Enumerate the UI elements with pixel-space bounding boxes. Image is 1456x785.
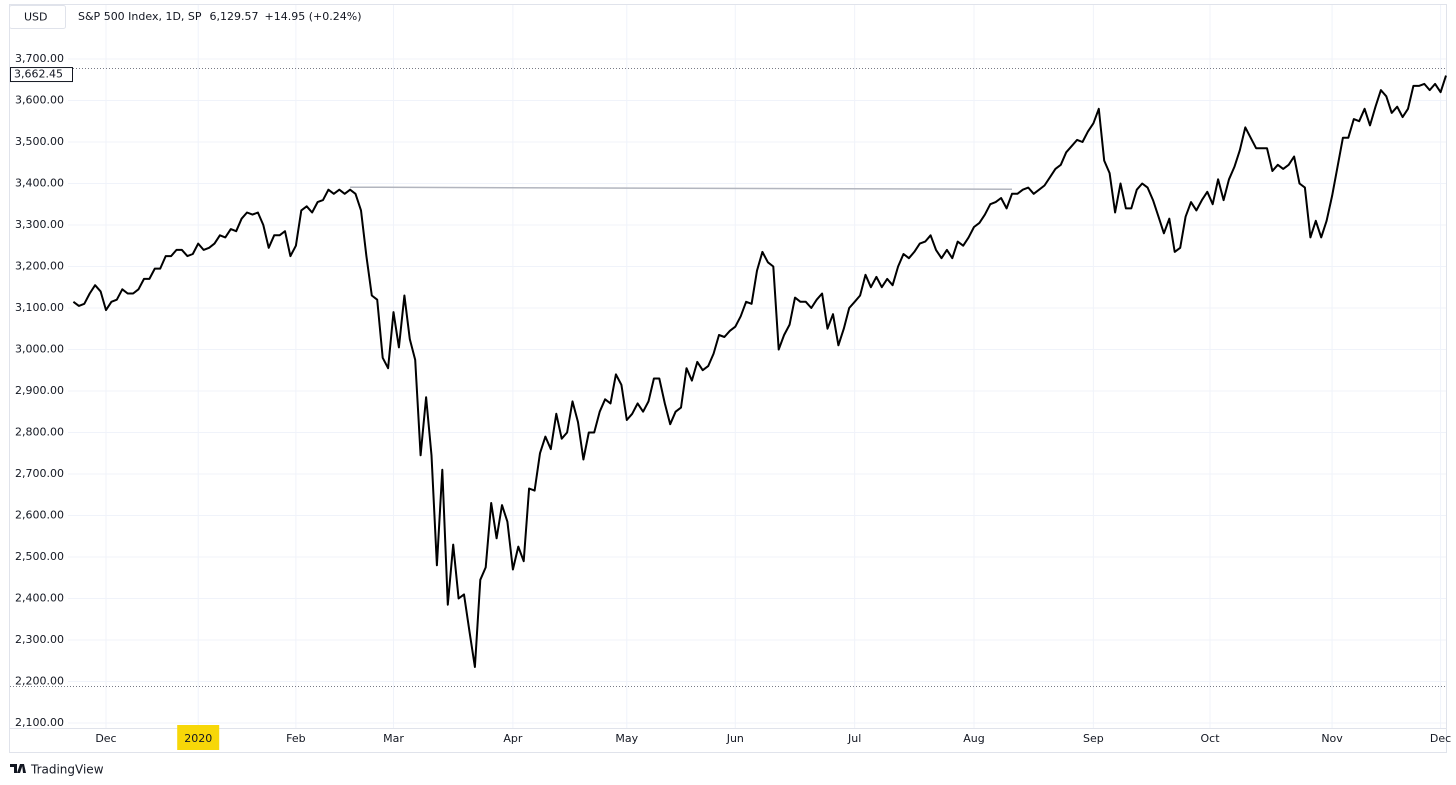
y-tick-label: 2,200.00 [15,675,64,688]
grid [68,5,1446,728]
x-tick-label: May [615,732,638,745]
x-tick-label: Dec [95,732,116,745]
y-tick-label: 2,300.00 [15,633,64,646]
x-tick-label: Nov [1321,732,1343,745]
x-tick-label: Oct [1200,732,1220,745]
plot [10,68,1447,687]
chart-frame [9,4,1447,753]
y-tick-label: 3,400.00 [15,176,64,189]
x-tick-label: Aug [963,732,984,745]
y-tick-label: 2,500.00 [15,550,64,563]
x-tick-label: Sep [1083,732,1104,745]
footer: TradingView [30,763,104,777]
y-tick-label: 2,100.00 [15,716,64,729]
y-tick-label: 3,300.00 [15,218,64,231]
y-tick-label: 3,700.00 [15,52,64,65]
x-tick-highlight [177,725,220,750]
currency: USD [24,11,48,24]
y-tick-label: 2,900.00 [15,384,64,397]
y-tick-label: 3,500.00 [15,135,64,148]
y-tick-label: 3,100.00 [15,301,64,314]
y-tick-label: 2,800.00 [15,425,64,438]
y-tick-label: 3,200.00 [15,259,64,272]
logo [10,764,26,773]
y-tick-label: 2,600.00 [15,508,64,521]
y-tick-label: 3,600.00 [15,93,64,106]
currency-box[interactable] [9,5,66,29]
last-price-box [10,67,73,83]
change: +14.95 (+0.24%) [265,10,362,23]
x-tick-label: Jun [726,732,744,745]
x-tick-label: Apr [503,732,523,745]
trend-line [350,186,1012,191]
x-tick-label: Jul [847,732,861,745]
x-tick-label: 2020 [184,732,212,745]
y-tick-label: 3,000.00 [15,342,64,355]
x-tick-label: Dec [1430,732,1451,745]
y-tick-label: 2,400.00 [15,592,64,605]
quote: 6,129.57 [210,10,259,23]
chart-title: S&P 500 Index, 1D, SP [78,10,202,23]
price-line-series [72,75,1447,668]
x-tick-label: Mar [383,732,404,745]
x-tick-label: Feb [286,732,305,745]
y-tick-label: 2,700.00 [15,467,64,480]
last-price-label: 3,662.45 [14,68,63,81]
